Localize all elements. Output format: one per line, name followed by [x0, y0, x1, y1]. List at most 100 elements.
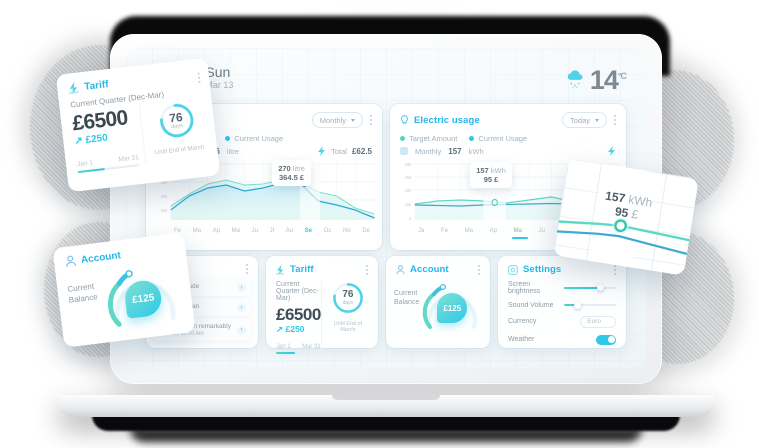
water-card-menu-icon[interactable] — [370, 115, 372, 125]
water-chart-svg: 400 300 200 — [161, 162, 375, 220]
legend-label-current: Current Usage — [234, 134, 284, 143]
water-total: Total £62.5 — [318, 146, 372, 156]
floating-tariff-until: Until End of March — [154, 144, 205, 157]
electric-card-title: Electric usage — [400, 115, 480, 126]
arrow-right-icon: › — [237, 303, 246, 312]
account-menu-icon[interactable] — [478, 264, 480, 275]
setting-row-weather: Weather — [498, 331, 626, 348]
account-balance-bubble: £125 — [437, 293, 468, 323]
bolt-icon — [608, 146, 615, 156]
account-gauge-wrap: Current Balance £125 — [386, 277, 490, 341]
x-tick: Ma — [192, 228, 202, 234]
notifications-menu-icon[interactable] — [246, 264, 248, 274]
x-tick-active: Se — [304, 228, 313, 234]
svg-text:600: 600 — [405, 162, 412, 167]
dashboard-topbar: 21PM Sun Mar 13 14°C — [140, 58, 632, 104]
x-tick: Oc — [323, 228, 332, 234]
svg-text:150: 150 — [405, 202, 412, 207]
legend-item-current: Current Usage — [469, 134, 527, 143]
donut-svg — [159, 104, 193, 138]
tariff-delta: ↗ £250 — [276, 324, 305, 334]
x-tick: Au — [285, 228, 294, 234]
date-group: Sun Mar 13 — [205, 64, 233, 90]
floating-tariff-donut: 76 days — [155, 100, 197, 142]
settings-icon — [508, 264, 518, 275]
floating-tariff-right: 76 days Until End of March — [138, 98, 208, 166]
electric-metric-left: Monthly 157 kWh — [400, 147, 484, 156]
legend-label-target: Target Amount — [409, 134, 458, 143]
arrow-right-icon: › — [237, 325, 246, 335]
account-header: Account — [386, 256, 490, 277]
volume-slider[interactable] — [564, 301, 616, 309]
electric-period-label: Today — [569, 115, 590, 125]
electric-chart-tooltip: 157 kWh 95 £ — [470, 162, 512, 188]
tariff-date-end: Mar 31 — [302, 344, 321, 350]
brightness-slider[interactable] — [564, 284, 616, 291]
day-name: Sun — [205, 64, 231, 80]
svg-text:400: 400 — [161, 180, 168, 185]
donut-svg — [333, 283, 363, 313]
water-metric-unit: litre — [226, 146, 239, 156]
tariff-date-start: Jan 1 — [276, 344, 291, 350]
floating-account-title: Account — [52, 232, 186, 269]
floating-tariff-title: Tariff — [56, 58, 209, 96]
water-tooltip-value: 270 litre — [278, 164, 305, 173]
floating-kwh-card[interactable]: 157 kWh 95 £ — [553, 158, 699, 276]
user-icon — [66, 255, 77, 267]
settings-menu-icon[interactable] — [614, 264, 616, 275]
setting-label: Currency — [508, 318, 537, 325]
x-tick: Ju — [251, 228, 259, 234]
bolt-icon — [318, 146, 326, 156]
legend-item-current: Current Usage — [225, 134, 283, 143]
floating-tariff-body: £6500 ↗ £250 Jan 1 Mar 31 76 days — [60, 94, 218, 175]
tariff-icon — [68, 81, 79, 95]
setting-row-brightness: Screen brightness — [498, 277, 626, 298]
x-tick: De — [362, 228, 370, 234]
electric-card-menu-icon[interactable] — [614, 115, 616, 125]
tariff-left: Current Quarter (Dec-Mar) £6500 ↗ £250 J… — [276, 281, 321, 354]
laptop-base — [58, 395, 714, 417]
floating-account-body: Current Balance £125 — [55, 253, 195, 339]
weather-toggle[interactable] — [596, 334, 616, 345]
floating-tariff-date-end: Mar 31 — [118, 154, 140, 164]
temperature-value: 14°C — [590, 67, 627, 94]
tariff-menu-icon[interactable] — [366, 264, 368, 275]
list-item-text: ...ulgence ten remarkably — [158, 323, 231, 330]
settings-title-text: Settings — [523, 264, 562, 275]
electric-tooltip-value: 157 kWh — [476, 166, 506, 175]
chevron-down-icon — [351, 118, 355, 122]
svg-text:200: 200 — [161, 208, 168, 213]
weather-widget[interactable]: 14°C — [564, 64, 627, 94]
floating-account-balance: £125 — [131, 291, 155, 306]
kwh-chart-svg — [556, 217, 690, 256]
tariff-dates: Jan 1 Mar 31 — [276, 344, 321, 350]
water-chart[interactable]: 400 300 200 — [148, 158, 378, 250]
setting-label: Screen brightness — [508, 280, 541, 295]
chevron-down-icon — [595, 118, 599, 122]
tariff-until-label: Until End of March — [333, 321, 363, 333]
currency-selected: Euro — [587, 318, 601, 325]
tariff-progress-bar — [276, 352, 321, 354]
currency-select[interactable]: on Euro — [580, 315, 616, 328]
tariff-card: Tariff Current Quarter (Dec-Mar) £6500 ↗… — [266, 256, 378, 354]
electric-metrics: Monthly 157 kWh — [390, 143, 626, 156]
account-balance-gauge: £125 — [421, 281, 483, 333]
laptop-mockup: 21PM Sun Mar 13 14°C — [58, 34, 714, 442]
setting-label: Sound Volume — [508, 301, 554, 309]
legend-dot-current — [469, 136, 475, 141]
tariff-right: 76 days Until End of March — [320, 281, 368, 354]
temp-unit: °C — [617, 71, 627, 81]
electric-legend: Target Amount Current Usage — [390, 130, 626, 143]
electric-period-dropdown[interactable]: Today — [561, 112, 607, 128]
floating-account-card[interactable]: Account Current Balance £125 — [52, 232, 196, 348]
snow-cloud-icon — [567, 70, 583, 89]
floating-tariff-card[interactable]: Tariff Current Quarter (Dec-Mar) £6500 ↗… — [55, 57, 221, 193]
legend-dot-current — [225, 136, 231, 141]
x-tick: Ap — [489, 228, 497, 234]
legend-item-target: Target Amount — [400, 134, 457, 143]
floating-tariff-days: 76 days — [168, 109, 184, 131]
water-tooltip-cost: 364.5 £ — [279, 173, 305, 182]
x-tick: Ma — [464, 228, 473, 234]
tariff-days-value: 76 days — [342, 289, 354, 307]
water-period-dropdown[interactable]: Monthly — [311, 112, 363, 128]
